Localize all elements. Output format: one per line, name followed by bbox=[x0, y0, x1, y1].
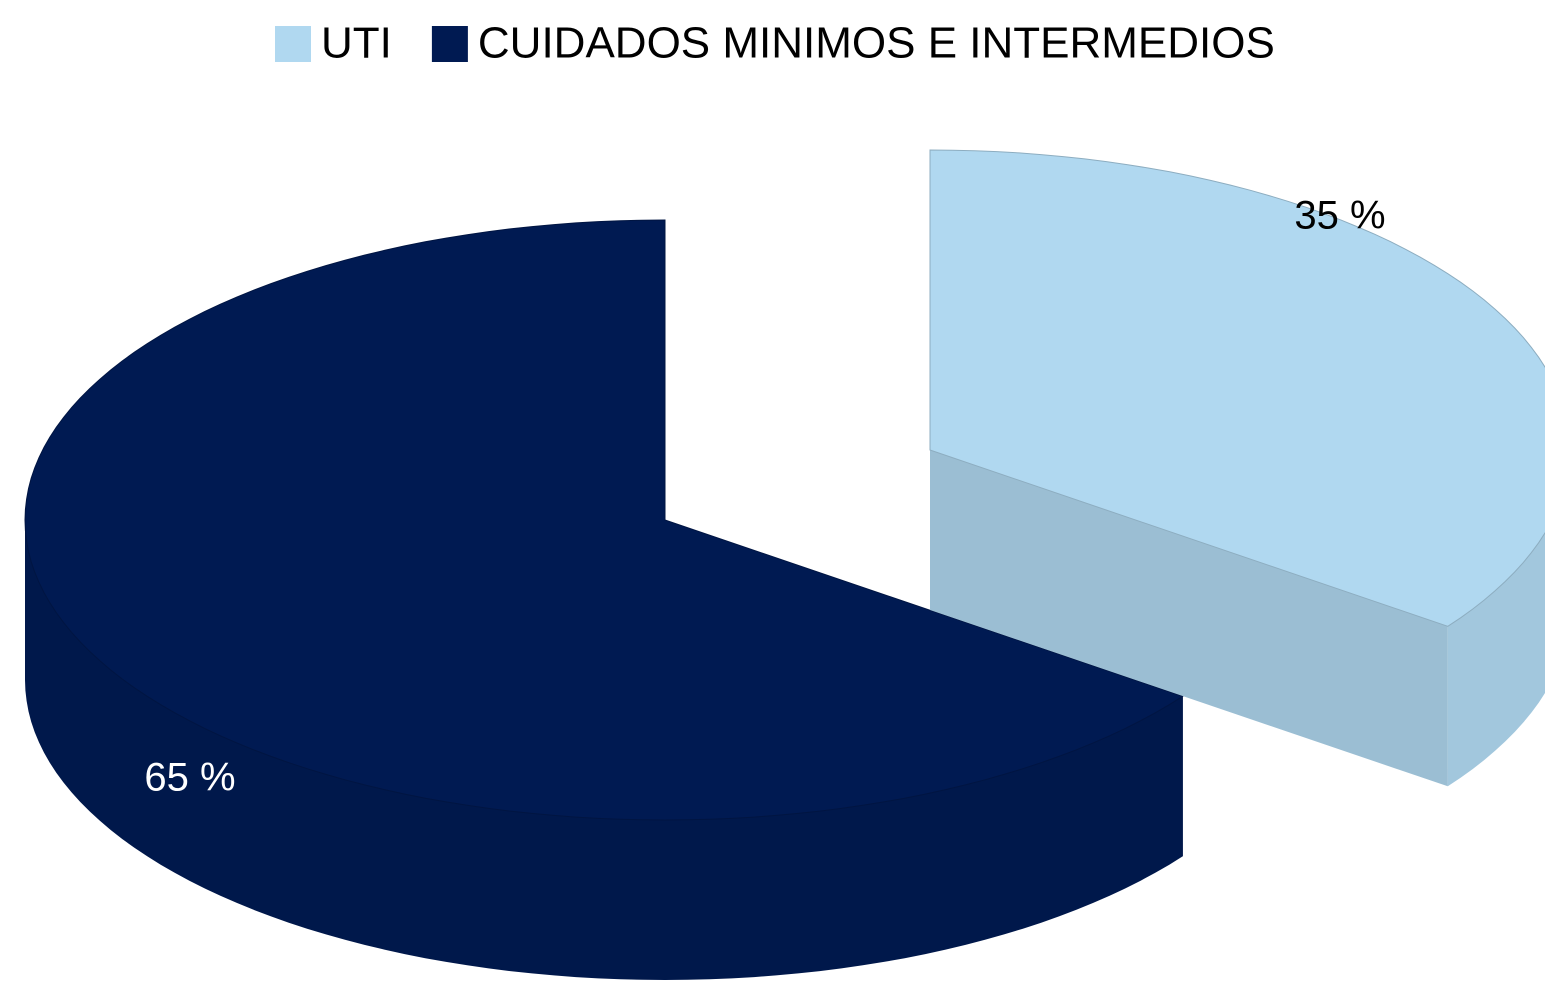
data-label: 35 % bbox=[1294, 194, 1385, 238]
legend-label: CUIDADOS MINIMOS E INTERMEDIOS bbox=[478, 19, 1275, 68]
data-label: 65 % bbox=[144, 756, 235, 800]
legend-swatch bbox=[431, 26, 468, 62]
legend-swatch bbox=[275, 26, 311, 62]
legend-label: UTI bbox=[321, 19, 392, 68]
slice bbox=[929, 149, 1545, 627]
slice-wall bbox=[1447, 533, 1545, 787]
slice-side bbox=[930, 450, 1448, 787]
slice-wall bbox=[25, 520, 1183, 980]
slice bbox=[24, 219, 1184, 821]
